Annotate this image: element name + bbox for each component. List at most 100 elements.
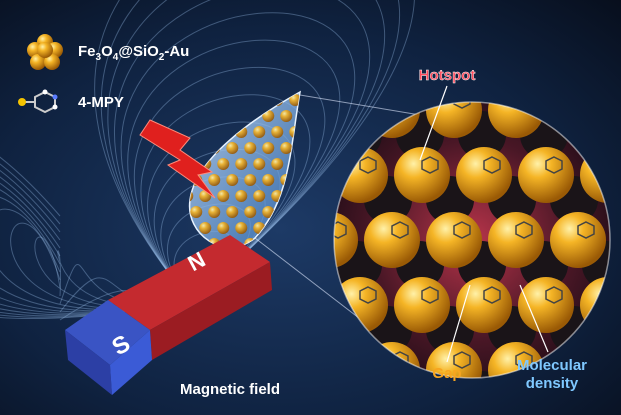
particle: [253, 126, 266, 138]
gold-sphere: [488, 212, 544, 268]
legend: Fe3O4@SiO2-Au 4-MPY: [18, 34, 189, 114]
particle: [262, 206, 275, 218]
gold-sphere: [550, 212, 606, 268]
gold-sphere: [426, 342, 482, 378]
legend-label: 4-MPY: [78, 94, 124, 111]
molecule: [421, 286, 439, 304]
field-line: [0, 176, 191, 316]
particle: [271, 126, 284, 138]
molecule: [483, 156, 501, 174]
density-label: density: [526, 375, 579, 392]
magnet: N S: [65, 235, 272, 395]
particle: [262, 142, 275, 154]
formula-sub: 4: [113, 52, 119, 63]
hotspot-pointer: [419, 85, 448, 161]
gold-sphere: [426, 102, 482, 138]
caption: Magnetic field: [180, 381, 280, 398]
molecule: [545, 286, 563, 304]
magnet-front-south: [110, 330, 152, 395]
field-line: [0, 182, 191, 314]
molecule: [453, 351, 471, 369]
particle: [235, 190, 248, 202]
gap-pointer: [446, 284, 471, 363]
magnet-end: [65, 330, 112, 395]
particle: [190, 206, 203, 218]
field-line: [0, 208, 191, 311]
gold-sphere: [488, 102, 544, 138]
field-line: [127, 39, 341, 301]
molecule: [421, 156, 439, 174]
magnet-top-north: [108, 235, 270, 330]
particle: [199, 222, 212, 234]
density-pointer: [519, 284, 549, 353]
particle: [235, 158, 248, 170]
formula-part: -Au: [164, 43, 189, 60]
field-line: [0, 189, 191, 313]
legend-label: Fe3O4@SiO2-Au: [78, 43, 189, 63]
particle: [217, 190, 230, 202]
molecule: [453, 221, 471, 239]
molecule: [359, 286, 377, 304]
field-line: [140, 94, 311, 301]
field-line: [0, 196, 191, 312]
field-line: [120, 12, 356, 301]
hotspot-label: Hotspot: [419, 67, 476, 84]
particle: [253, 158, 266, 170]
particle: [217, 222, 230, 234]
legend-icon-particle: [27, 34, 63, 70]
particle: [208, 206, 221, 218]
particle: [271, 158, 284, 170]
particle: [226, 142, 239, 154]
gold-bead: [30, 54, 46, 70]
field-line: [134, 67, 326, 301]
molecule: [515, 221, 533, 239]
particle: [280, 110, 293, 122]
laser-bolt: [139, 119, 216, 199]
gold-bead: [44, 54, 60, 70]
field-line: [94, 0, 415, 301]
molecule: [359, 156, 377, 174]
gold-sphere: [334, 212, 358, 268]
gold-sphere: [518, 277, 574, 333]
gold-bead: [37, 42, 53, 58]
field-line: [147, 121, 296, 301]
formula-part: O: [101, 43, 113, 60]
molecule: [453, 102, 471, 109]
gold-sphere: [426, 212, 482, 268]
formula-part: @SiO: [118, 43, 159, 60]
gold-sphere: [394, 277, 450, 333]
formula-part: Fe: [78, 43, 96, 60]
magnet-top-south: [65, 300, 150, 365]
formula-sub: 3: [96, 52, 102, 63]
particle: [226, 174, 239, 186]
particle: [280, 142, 293, 154]
gold-sphere: [456, 147, 512, 203]
particle: [244, 174, 257, 186]
gold-sphere: [488, 342, 544, 378]
particle: [208, 174, 221, 186]
particle: [262, 174, 275, 186]
zoom-border: [333, 101, 611, 379]
particle: [244, 142, 257, 154]
molecule: [483, 286, 501, 304]
particle: [253, 190, 266, 202]
particle: [217, 158, 230, 170]
field-line: [0, 170, 191, 317]
particle: [244, 206, 257, 218]
gold-sphere: [456, 277, 512, 333]
molecule: [391, 221, 409, 239]
gold-sphere: [394, 147, 450, 203]
field-line: [100, 0, 401, 301]
gold-sphere: [364, 212, 420, 268]
formula-sub: 2: [159, 52, 165, 63]
legend-icon-molecule: [18, 89, 58, 114]
magnet-side-north: [150, 262, 272, 360]
particle: [235, 222, 248, 234]
molecule: [577, 221, 595, 239]
field-line: [114, 0, 371, 301]
density-label: Molecular: [517, 357, 587, 374]
gap-label: Gap: [432, 365, 461, 382]
gold-sphere: [518, 147, 574, 203]
particle: [226, 206, 239, 218]
